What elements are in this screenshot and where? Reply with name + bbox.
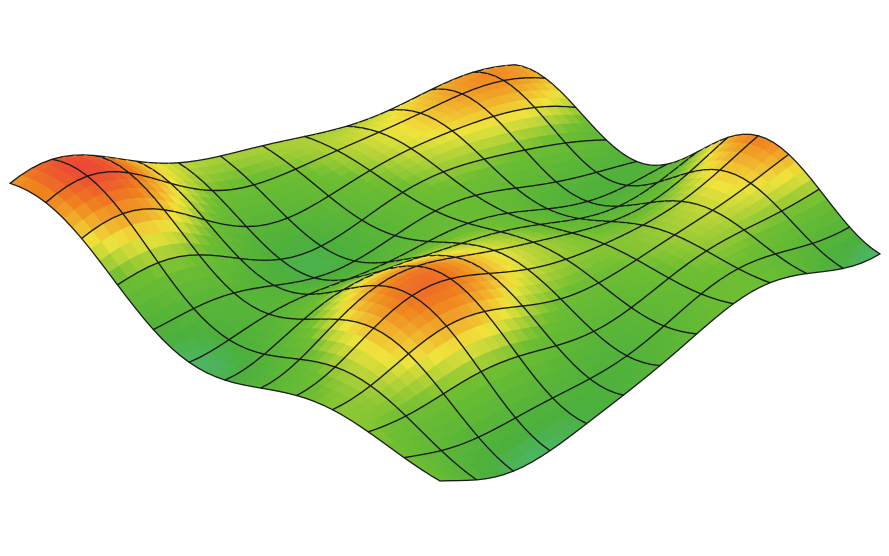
mesh-line	[347, 126, 355, 127]
mesh-line	[504, 65, 515, 66]
mesh-line	[712, 169, 720, 170]
mesh-line	[535, 107, 545, 108]
mesh-line	[202, 190, 212, 191]
mesh-line	[603, 205, 611, 206]
mesh-line	[499, 272, 509, 273]
surface-illustration	[0, 0, 889, 556]
mesh-line	[611, 222, 619, 223]
mesh-line	[514, 78, 524, 79]
mesh-line	[339, 319, 348, 320]
mesh-line	[209, 255, 219, 256]
mesh-line	[576, 141, 586, 142]
mesh-line	[586, 140, 596, 141]
mesh-line	[246, 226, 256, 227]
mesh-line	[619, 222, 627, 223]
mesh-line	[595, 220, 603, 221]
mesh-line	[154, 209, 164, 210]
mesh-line	[479, 273, 489, 274]
mesh-line	[468, 480, 477, 481]
mesh-line	[250, 260, 260, 261]
mesh-line	[378, 286, 387, 287]
mesh-line	[489, 273, 499, 274]
mesh-line	[270, 259, 280, 260]
mesh-line	[286, 318, 295, 319]
mesh-line	[587, 220, 595, 221]
mesh-line	[428, 241, 436, 242]
mesh-line	[566, 107, 576, 108]
mesh-line	[420, 241, 428, 242]
page: (() => { const data = JSON.parse(documen…	[0, 0, 889, 556]
mesh-line	[363, 262, 371, 263]
mesh-line	[323, 280, 332, 281]
